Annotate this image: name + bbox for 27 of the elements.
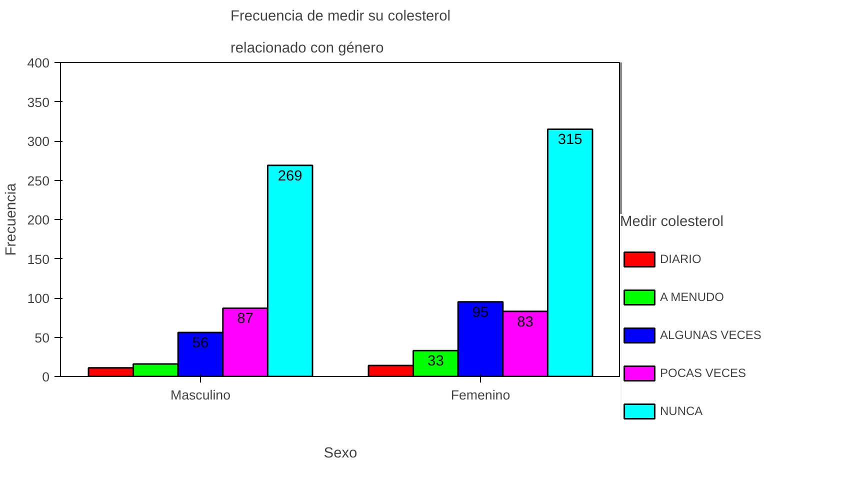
data-label: 83 xyxy=(517,314,534,330)
y-tick-label: 150 xyxy=(27,252,50,267)
legend-label: NUNCA xyxy=(660,404,703,418)
data-label: 33 xyxy=(428,354,444,370)
y-tick-label: 350 xyxy=(27,94,50,110)
legend-label: A MENUDO xyxy=(660,290,724,304)
data-label: 269 xyxy=(278,168,302,184)
x-tick-label: Masculino xyxy=(170,388,231,402)
x-axis-title: Sexo xyxy=(324,446,358,462)
x-tick-label: Femenino xyxy=(450,388,510,402)
y-tick-label: 100 xyxy=(27,291,50,306)
y-tick-label: 50 xyxy=(34,330,50,346)
legend-title: Medir colesterol xyxy=(620,214,724,230)
legend-label: DIARIO xyxy=(660,252,702,266)
y-tick-label: 300 xyxy=(27,134,50,149)
y-tick-label: 250 xyxy=(27,173,50,188)
data-label: 56 xyxy=(192,336,209,352)
legend-label: ALGUNAS VECES xyxy=(660,328,762,342)
data-label: 315 xyxy=(558,132,582,148)
data-label: 95 xyxy=(472,304,489,321)
data-label: 87 xyxy=(237,311,254,328)
legend-label: POCAS VECES xyxy=(660,366,746,380)
y-tick-label: 200 xyxy=(27,212,50,228)
chart-title: Frecuencia de medir su colesterol relacionado con género xyxy=(230,8,450,56)
y-axis-title: Frecuencia xyxy=(3,182,20,256)
y-tick-label: 400 xyxy=(27,56,50,70)
y-tick-label: 0 xyxy=(42,370,50,384)
